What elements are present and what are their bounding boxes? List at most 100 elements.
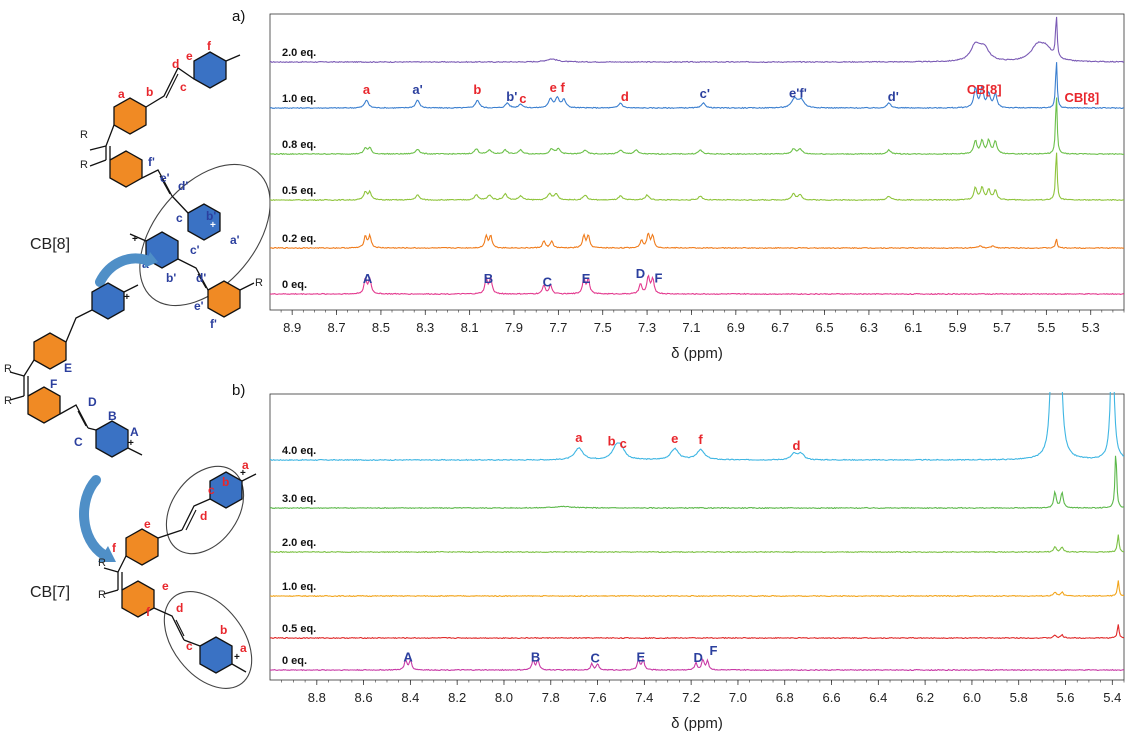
series-label: 3.0 eq. bbox=[282, 493, 316, 505]
x-tick-label: 5.8 bbox=[1010, 690, 1028, 705]
peak-label: e bbox=[671, 431, 678, 446]
x-tick-label: 6.6 bbox=[822, 690, 840, 705]
x-axis-label: δ (ppm) bbox=[671, 715, 723, 732]
nmr-spectrum-panel-a: 2.0 eq. 1.0 eq. 0.8 eq. 0.5 eq. 0.2 eq. 0 eq.… bbox=[269, 13, 1125, 362]
peak-label: d bbox=[621, 89, 629, 104]
pyridinium-ring bbox=[199, 636, 233, 674]
x-tick-label: 7.1 bbox=[682, 320, 700, 335]
proton-label: f' bbox=[210, 317, 217, 331]
substituent-label: R bbox=[4, 395, 12, 407]
plot-frame bbox=[269, 13, 1125, 311]
proton-label: e' bbox=[194, 299, 204, 313]
peak-label: D bbox=[693, 650, 702, 665]
series-label: 4.0 eq. bbox=[282, 445, 316, 457]
proton-label: a bbox=[240, 641, 247, 655]
panel-b-letter: b) bbox=[232, 382, 246, 399]
x-tick-label: 7.4 bbox=[635, 690, 653, 705]
pyridinium-ring bbox=[193, 51, 227, 89]
arrow-head bbox=[144, 252, 158, 268]
panel-a-letter: a) bbox=[232, 8, 246, 25]
spectrum-trace bbox=[270, 624, 1124, 640]
proton-label: d' bbox=[196, 271, 206, 285]
proton-label: c bbox=[208, 483, 215, 497]
phenyl-ring bbox=[33, 332, 67, 370]
x-tick-label: 7.0 bbox=[729, 690, 747, 705]
x-tick-label: 6.1 bbox=[904, 320, 922, 335]
proton-label: b' bbox=[206, 209, 216, 223]
x-tick-label: 7.3 bbox=[638, 320, 656, 335]
peak-label: A bbox=[363, 271, 373, 286]
phenyl-ring bbox=[113, 97, 147, 135]
proton-label: a' bbox=[230, 233, 240, 247]
x-tick-label: 6.5 bbox=[816, 320, 834, 335]
pyridinium-ring bbox=[187, 203, 221, 241]
proton-label: c' bbox=[190, 243, 200, 257]
x-tick-label: 6.8 bbox=[776, 690, 794, 705]
proton-label: F bbox=[50, 377, 57, 391]
series-label: 2.0 eq. bbox=[282, 537, 316, 549]
proton-label: c bbox=[176, 211, 183, 225]
x-tick-label: 6.4 bbox=[869, 690, 887, 705]
peak-label: a bbox=[363, 82, 371, 97]
cb8-macrocycle-outline bbox=[139, 163, 270, 307]
proton-label: B bbox=[108, 409, 117, 423]
substituent-label: R bbox=[255, 277, 263, 289]
x-tick-label: 8.7 bbox=[328, 320, 346, 335]
proton-label: f' bbox=[148, 155, 155, 169]
proton-label: D bbox=[88, 395, 97, 409]
peak-label: c bbox=[620, 436, 627, 451]
proton-label: b bbox=[222, 475, 229, 489]
x-tick-label: 6.2 bbox=[916, 690, 934, 705]
spectrum-trace bbox=[270, 274, 1124, 296]
proton-label: a bbox=[242, 458, 249, 472]
peak-label: F bbox=[710, 643, 718, 658]
substituent-label: R bbox=[80, 129, 88, 141]
proton-label: f bbox=[112, 541, 117, 555]
proton-label: d' bbox=[178, 179, 188, 193]
proton-label: f bbox=[207, 39, 212, 53]
series-label: 1.0 eq. bbox=[282, 93, 316, 105]
peak-label: E bbox=[582, 271, 591, 286]
charge-label: + bbox=[210, 220, 216, 231]
spectrum-trace bbox=[270, 152, 1124, 202]
x-tick-label: 6.0 bbox=[963, 690, 981, 705]
x-tick-label: 5.5 bbox=[1037, 320, 1055, 335]
spectrum-trace bbox=[270, 580, 1124, 598]
x-tick-label: 8.2 bbox=[448, 690, 466, 705]
series-label: 2.0 eq. bbox=[282, 47, 316, 59]
x-tick-label: 5.9 bbox=[949, 320, 967, 335]
peak-label: D bbox=[636, 266, 645, 281]
substituent-label: R bbox=[80, 159, 88, 171]
spectrum-trace bbox=[270, 657, 1124, 672]
x-tick-label: 6.7 bbox=[771, 320, 789, 335]
proton-label: f bbox=[146, 605, 151, 619]
phenyl-ring bbox=[207, 280, 241, 318]
pyridinium-ring bbox=[95, 420, 129, 458]
substituent-label: R bbox=[98, 557, 106, 569]
nmr-spectrum-panel-b: 4.0 eq. 3.0 eq. 2.0 eq. 1.0 eq. 0.5 eq. 0 eq.… bbox=[269, 392, 1125, 732]
proton-label: d bbox=[176, 601, 183, 615]
phenyl-ring bbox=[109, 150, 143, 188]
arrow-head bbox=[98, 546, 116, 562]
charge-label: + bbox=[124, 292, 130, 303]
x-tick-label: 6.9 bbox=[727, 320, 745, 335]
proton-label: A bbox=[130, 425, 139, 439]
peak-label: b' bbox=[506, 89, 517, 104]
proton-label: b bbox=[146, 85, 153, 99]
series-label: 0.5 eq. bbox=[282, 623, 316, 635]
x-tick-label: 7.6 bbox=[589, 690, 607, 705]
curved-arrow bbox=[95, 253, 151, 287]
spectra-group bbox=[270, 392, 1124, 672]
substituent-label: R bbox=[4, 363, 12, 375]
peak-label: B bbox=[484, 271, 493, 286]
curved-arrow bbox=[79, 475, 109, 560]
x-tick-label: 5.7 bbox=[993, 320, 1011, 335]
proton-label: e' bbox=[160, 171, 170, 185]
proton-label: e bbox=[186, 49, 193, 63]
spectrum-trace bbox=[270, 232, 1124, 250]
substituent-label: R bbox=[98, 589, 106, 601]
x-tick-label: 8.3 bbox=[416, 320, 434, 335]
pyridinium-ring bbox=[91, 282, 125, 320]
